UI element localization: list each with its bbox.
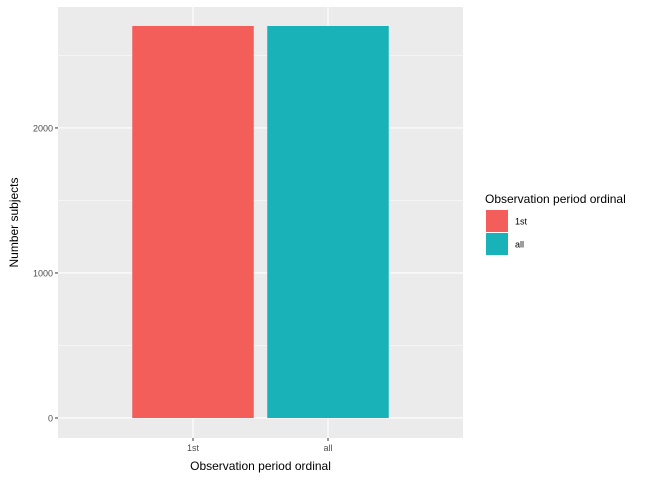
legend-label: 1st <box>515 217 528 227</box>
legend-label: all <box>515 240 524 250</box>
legend-swatch-all <box>486 233 508 255</box>
bar-all <box>267 25 389 418</box>
legend-title: Observation period ordinal <box>485 192 626 206</box>
legend-swatch-1st <box>486 210 508 232</box>
x-axis-title: Observation period ordinal <box>190 459 331 473</box>
y-tick-label: 2000 <box>33 123 53 133</box>
y-tick-label: 0 <box>48 413 53 423</box>
y-axis-title: Number subjects <box>7 177 21 267</box>
x-tick-label: 1st <box>187 443 200 453</box>
plot-panel <box>58 7 463 438</box>
bar-1st <box>132 25 254 418</box>
x-tick-label: all <box>323 443 332 453</box>
y-tick-label: 1000 <box>33 268 53 278</box>
